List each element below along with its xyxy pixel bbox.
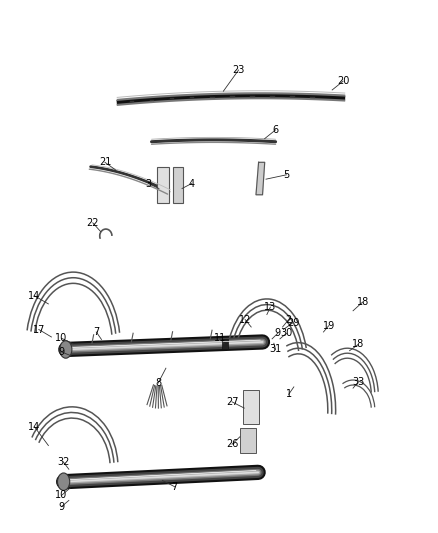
Text: 29: 29 <box>287 318 299 328</box>
Text: 1: 1 <box>286 390 292 399</box>
Text: 14: 14 <box>28 291 41 301</box>
Circle shape <box>57 473 70 490</box>
Text: 9: 9 <box>58 347 64 357</box>
Bar <box>157 167 170 204</box>
Text: 21: 21 <box>99 157 111 167</box>
Text: 2: 2 <box>286 314 292 325</box>
Text: 10: 10 <box>55 490 67 500</box>
Text: 11: 11 <box>214 333 226 343</box>
Text: 10: 10 <box>55 333 67 343</box>
Text: 7: 7 <box>172 482 178 492</box>
Text: 23: 23 <box>233 65 245 75</box>
Text: 22: 22 <box>87 218 99 228</box>
Text: 32: 32 <box>57 457 69 467</box>
Text: 31: 31 <box>269 344 282 354</box>
Text: 18: 18 <box>357 297 369 307</box>
Text: 6: 6 <box>272 125 279 135</box>
Text: 20: 20 <box>337 76 349 86</box>
Text: 19: 19 <box>322 321 335 331</box>
Text: 27: 27 <box>226 397 238 407</box>
Bar <box>243 390 259 424</box>
Text: 17: 17 <box>32 325 45 335</box>
Text: 8: 8 <box>155 378 161 388</box>
Bar <box>240 428 256 453</box>
Text: 18: 18 <box>352 340 364 350</box>
Text: 9: 9 <box>275 328 281 338</box>
Text: 12: 12 <box>239 314 251 325</box>
Text: 13: 13 <box>264 302 276 312</box>
Polygon shape <box>256 163 265 195</box>
Bar <box>173 167 184 204</box>
Text: 3: 3 <box>145 179 152 189</box>
Text: 30: 30 <box>280 328 293 338</box>
Text: 4: 4 <box>188 179 194 189</box>
Text: 14: 14 <box>28 422 41 432</box>
Text: 33: 33 <box>352 377 364 387</box>
Circle shape <box>60 341 72 358</box>
Text: 26: 26 <box>226 439 238 449</box>
Text: 7: 7 <box>93 327 99 337</box>
Text: 5: 5 <box>283 170 290 180</box>
Bar <box>223 340 228 350</box>
Text: 9: 9 <box>58 502 64 512</box>
